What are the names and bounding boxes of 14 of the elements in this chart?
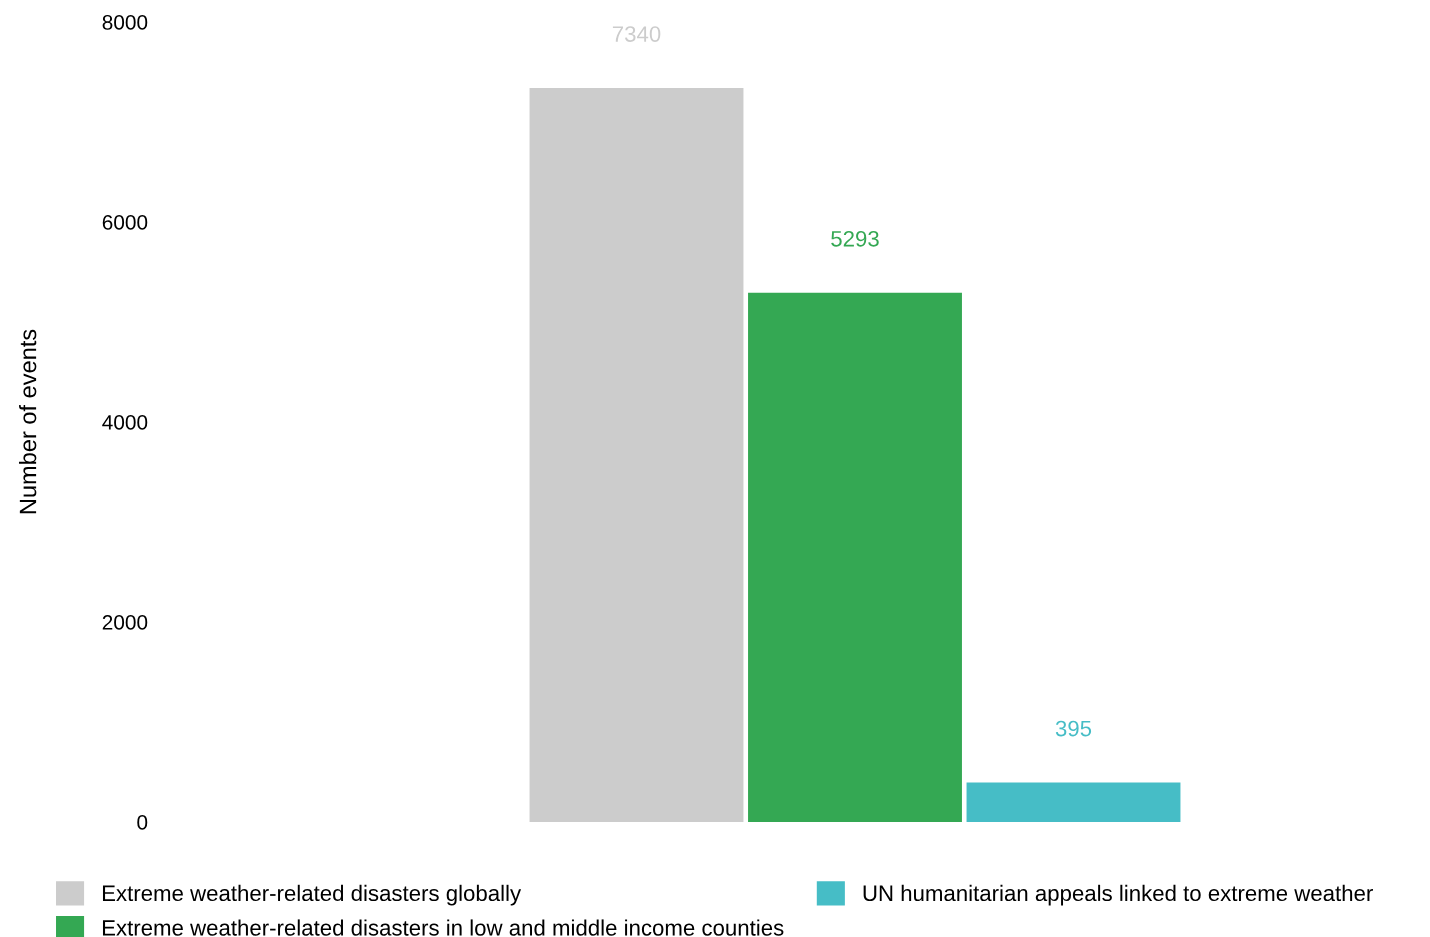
- y-tick-label: 6000: [102, 215, 148, 230]
- y-tick-label: 8000: [102, 15, 148, 30]
- y-tick-label: 2000: [102, 615, 148, 630]
- bar: [966, 782, 1181, 822]
- legend-label: Extreme weather-related disasters globally: [102, 884, 522, 906]
- bar: [748, 292, 962, 822]
- legend-label: UN humanitarian appeals linked to extreme weather: [863, 884, 1373, 906]
- legend-label: Extreme weather-related disasters in low and middle income counties: [102, 919, 784, 936]
- bar: [529, 88, 744, 822]
- y-axis-title: Number of events: [19, 329, 37, 514]
- y-tick-label: 4000: [102, 415, 148, 430]
- data-label: 395: [1055, 720, 1092, 737]
- data-label: 5293: [831, 230, 879, 247]
- y-tick-label: 0: [137, 815, 148, 830]
